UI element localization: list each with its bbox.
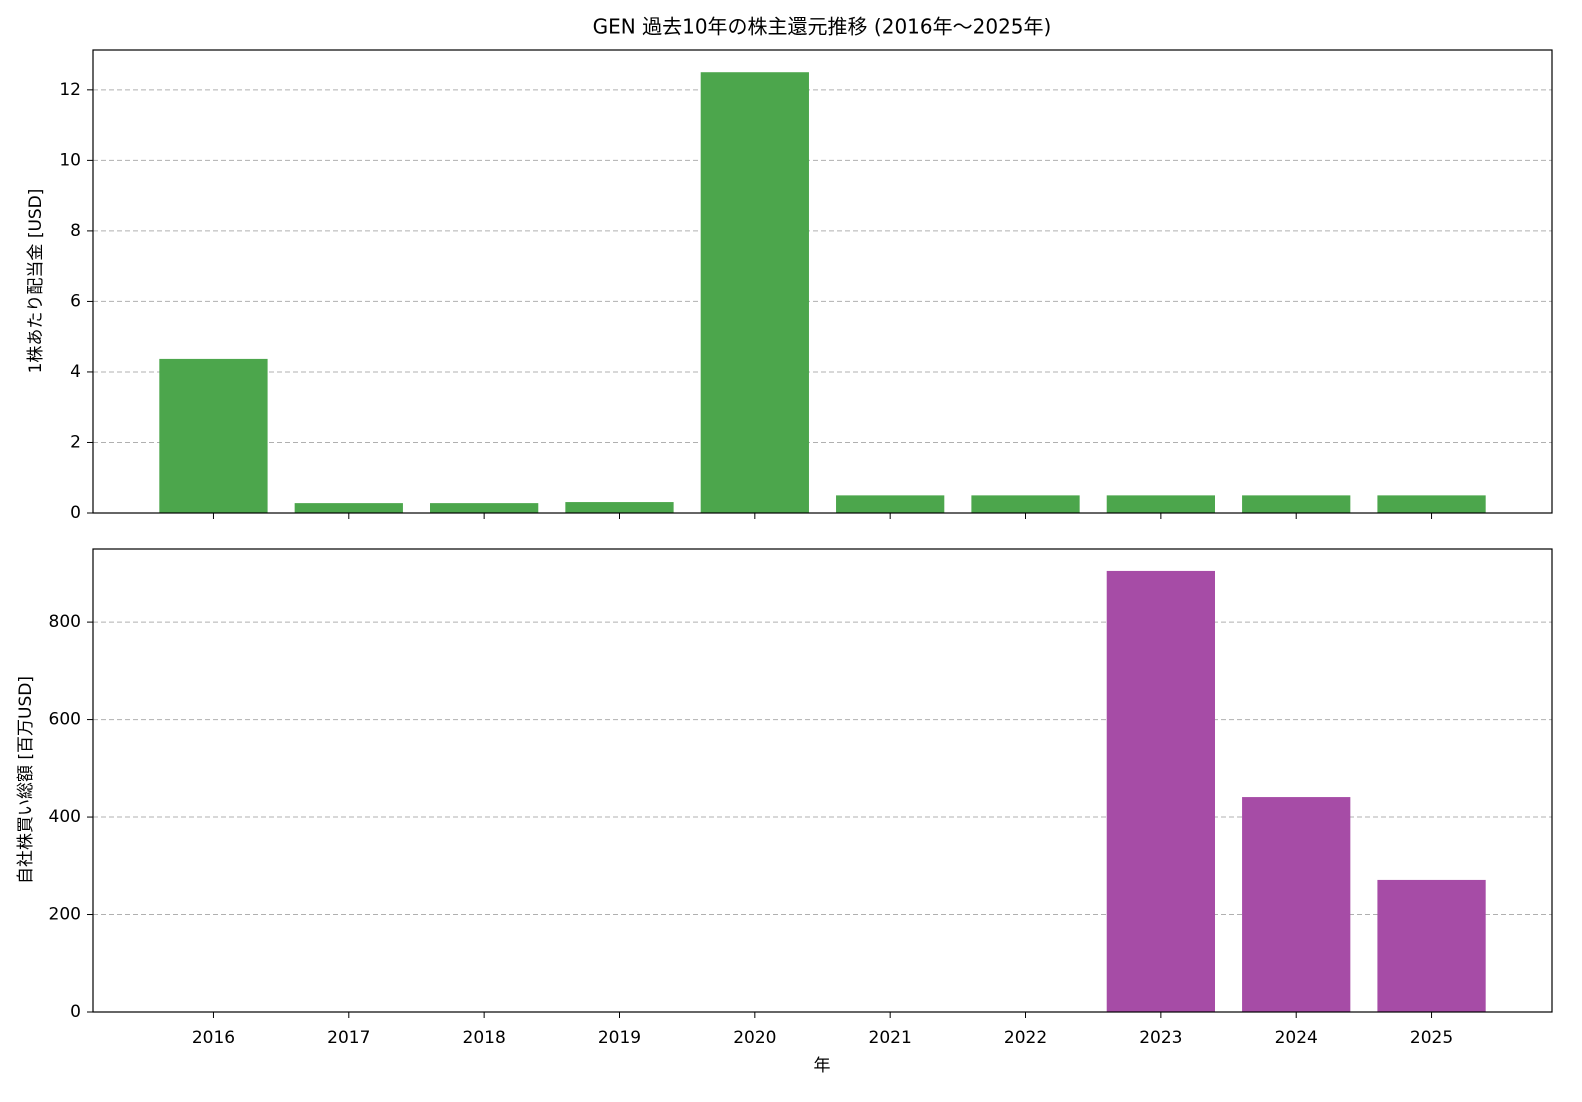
x-tick-label: 2016 — [192, 1028, 235, 1048]
x-tick-label: 2024 — [1275, 1028, 1318, 1048]
bar — [1377, 879, 1486, 1012]
y-tick-label: 6 — [70, 291, 81, 311]
bar — [430, 503, 539, 513]
y-tick-label: 12 — [59, 80, 81, 100]
bar — [836, 495, 945, 513]
y-tick-label: 200 — [49, 905, 81, 925]
bar — [294, 503, 403, 513]
y-tick-label: 400 — [49, 807, 81, 827]
bar — [1377, 495, 1486, 513]
bar — [1106, 570, 1215, 1012]
bar — [1242, 495, 1351, 513]
y-tick-label: 10 — [59, 150, 81, 170]
plot-frame — [92, 548, 1553, 1013]
x-tick-label: 2023 — [1139, 1028, 1182, 1048]
x-tick-label: 2018 — [463, 1028, 506, 1048]
bar — [159, 358, 268, 513]
x-tick-label: 2022 — [1004, 1028, 1047, 1048]
y-tick-label: 800 — [49, 612, 81, 632]
bar — [1242, 797, 1351, 1012]
bar — [1106, 495, 1215, 513]
y-axis-label: 1株あたり配当金 [USD] — [26, 189, 46, 374]
y-axis-label: 自社株買い総額 [百万USD] — [16, 676, 36, 884]
x-tick-label: 2019 — [598, 1028, 641, 1048]
y-tick-label: 0 — [70, 503, 81, 523]
y-tick-label: 600 — [49, 710, 81, 730]
bar — [565, 502, 674, 513]
y-tick-label: 8 — [70, 221, 81, 241]
y-tick-label: 0 — [70, 1002, 81, 1022]
x-tick-label: 2020 — [733, 1028, 776, 1048]
bar — [971, 495, 1080, 513]
x-axis-label: 年 — [814, 1056, 831, 1076]
x-tick-label: 2021 — [869, 1028, 912, 1048]
x-tick-label: 2025 — [1410, 1028, 1453, 1048]
chart-title: GEN 過去10年の株主還元推移 (2016年～2025年) — [593, 15, 1052, 39]
bar — [700, 72, 809, 513]
plot-frame — [92, 49, 1553, 514]
y-tick-label: 4 — [70, 362, 81, 382]
y-tick-label: 2 — [70, 432, 81, 452]
x-tick-label: 2017 — [327, 1028, 370, 1048]
